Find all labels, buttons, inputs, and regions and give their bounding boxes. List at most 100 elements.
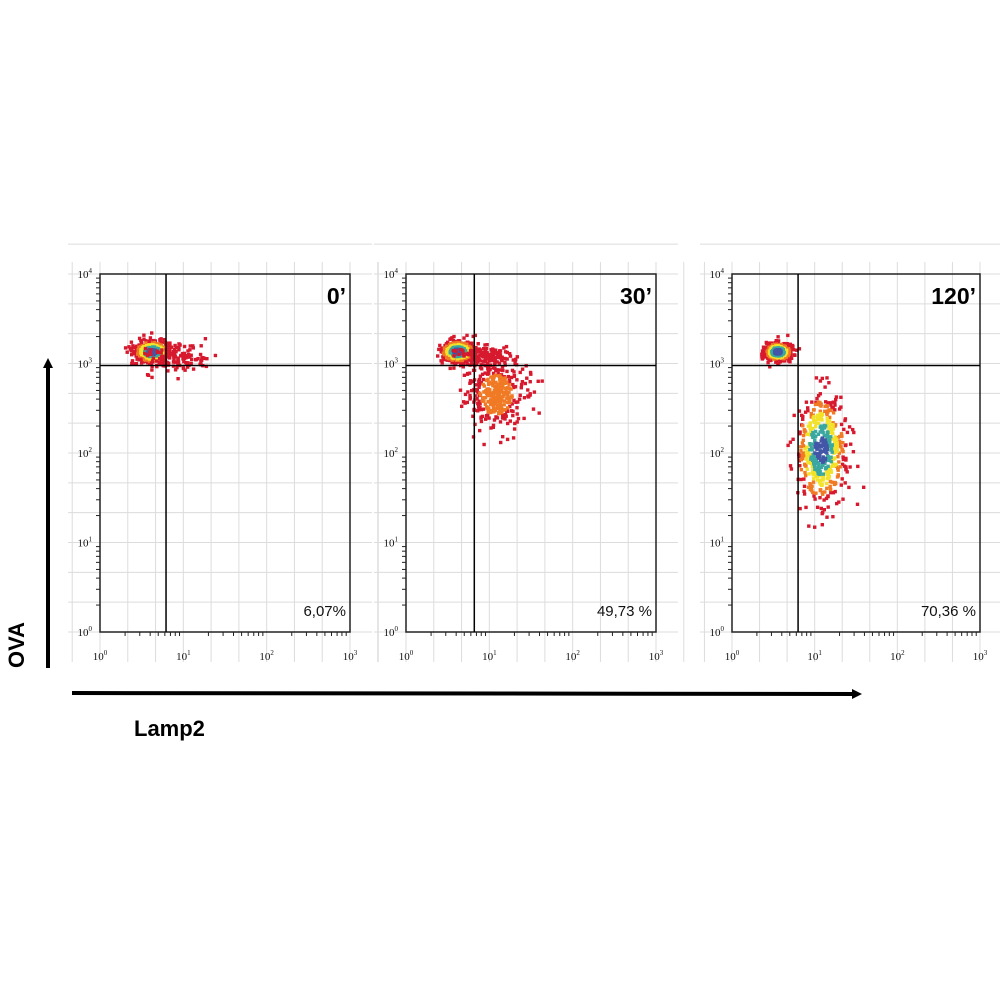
event-point [482, 390, 486, 394]
event-point [448, 366, 452, 371]
event-point [809, 457, 813, 461]
event-point [802, 444, 806, 449]
event-point [811, 480, 816, 484]
event-point [812, 477, 816, 481]
event-point [508, 404, 512, 409]
event-point [824, 445, 828, 449]
event-point [156, 350, 160, 355]
event-point [823, 456, 828, 461]
event-point [160, 357, 164, 362]
event-point [833, 435, 837, 439]
event-point [198, 352, 203, 357]
x-tick-label: 100 [399, 649, 414, 663]
event-point [819, 404, 823, 408]
event-point [469, 352, 473, 356]
event-point [454, 360, 458, 364]
event-point [473, 346, 478, 351]
event-point [452, 359, 457, 363]
event-point [506, 421, 510, 426]
event-point [523, 381, 527, 386]
event-point [836, 455, 840, 459]
event-point [520, 367, 525, 371]
event-point [452, 366, 456, 370]
event-point [814, 421, 819, 425]
event-point [149, 352, 153, 356]
event-point [803, 410, 808, 414]
panel-title: 30’ [620, 283, 652, 309]
event-point [835, 447, 839, 451]
event-point [811, 490, 815, 495]
event-point [776, 350, 780, 354]
event-point [188, 344, 192, 348]
event-point [491, 396, 496, 400]
panel-title: 0’ [327, 283, 346, 309]
event-point [809, 428, 813, 433]
event-point [831, 464, 835, 468]
event-point [515, 412, 519, 416]
event-point [496, 398, 500, 403]
event-point [182, 354, 186, 358]
event-point [829, 423, 833, 427]
event-point [785, 344, 789, 348]
event-point [845, 430, 850, 435]
event-point [440, 361, 444, 365]
event-point [469, 362, 473, 366]
event-point [844, 468, 848, 472]
event-point [150, 375, 154, 380]
event-point [830, 450, 834, 454]
event-point [830, 437, 834, 441]
event-point [823, 404, 827, 409]
event-point [476, 390, 480, 395]
event-point [199, 344, 203, 348]
event-point [487, 382, 491, 386]
event-point [515, 355, 519, 359]
event-point [213, 353, 218, 358]
event-point [807, 524, 811, 528]
event-point [821, 476, 825, 480]
event-point [816, 421, 821, 425]
event-point [473, 333, 477, 338]
event-point [843, 481, 847, 485]
event-point [134, 361, 139, 366]
event-point [491, 357, 495, 361]
event-point [828, 401, 832, 405]
event-point [824, 465, 829, 470]
x-axis-arrow [71, 688, 862, 699]
event-point [497, 374, 501, 378]
event-point [818, 496, 822, 500]
event-point [816, 394, 821, 398]
event-point [829, 491, 833, 495]
event-point [461, 365, 465, 369]
event-point [465, 372, 470, 376]
event-point [471, 414, 475, 418]
event-point [529, 372, 533, 376]
event-point [478, 359, 482, 363]
event-point [174, 350, 178, 354]
event-point [498, 387, 502, 391]
event-point [847, 485, 851, 490]
plot-frame [405, 273, 657, 633]
event-point [822, 498, 826, 502]
event-point [139, 357, 143, 361]
event-point [836, 473, 840, 477]
event-point [810, 484, 814, 488]
event-point [467, 342, 471, 346]
y-tick-label: 101 [78, 536, 93, 550]
event-point [833, 403, 837, 407]
event-point [167, 361, 171, 365]
x-tick-label: 103 [973, 649, 988, 663]
event-point [144, 341, 148, 345]
event-point [808, 443, 813, 447]
event-point [148, 350, 152, 354]
event-point [463, 401, 467, 405]
event-point [526, 388, 530, 392]
event-points [436, 333, 544, 447]
event-point [491, 384, 495, 388]
event-point [176, 362, 180, 366]
event-point [191, 344, 195, 348]
event-point [505, 357, 509, 361]
event-point [839, 395, 843, 399]
event-point [814, 434, 818, 438]
event-point [825, 515, 829, 519]
event-point [836, 466, 840, 471]
